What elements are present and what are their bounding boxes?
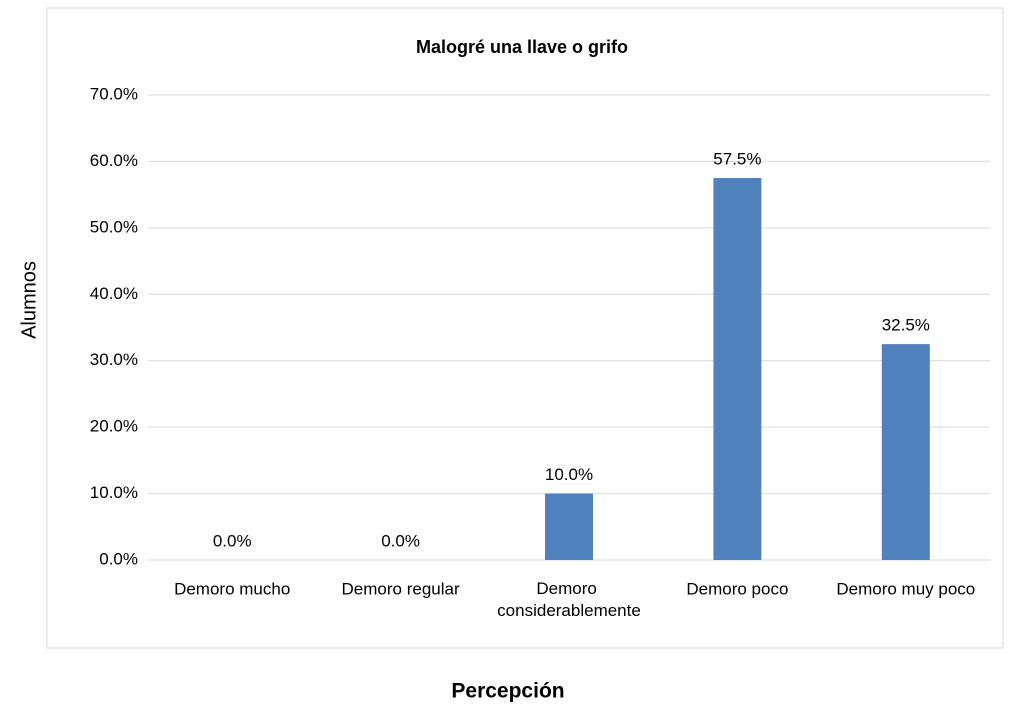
chart-frame xyxy=(46,7,1004,649)
x-tick-label: Demoro muy poco xyxy=(836,579,975,598)
y-tick-label: 50.0% xyxy=(90,217,138,236)
chart-title: Malogré una llave o grifo xyxy=(416,37,628,57)
x-tick-label: Demoro poco xyxy=(686,579,788,598)
y-tick-label: 10.0% xyxy=(90,483,138,502)
y-tick-label: 60.0% xyxy=(90,151,138,170)
bar xyxy=(713,178,762,561)
y-tick-label: 70.0% xyxy=(90,84,138,103)
y-tick-label: 40.0% xyxy=(90,284,138,303)
data-label: 0.0% xyxy=(213,531,252,550)
x-axis-label: Percepción xyxy=(451,680,564,703)
data-label: 32.5% xyxy=(882,316,930,335)
y-tick-label: 30.0% xyxy=(90,350,138,369)
x-tick-label: Demoro considerablemente xyxy=(497,579,641,620)
data-label: 10.0% xyxy=(545,465,593,484)
x-tick-label: Demoro mucho xyxy=(174,579,290,598)
data-label: 57.5% xyxy=(713,150,761,169)
y-axis-label: Alumnos xyxy=(18,261,40,339)
data-label: 0.0% xyxy=(381,531,420,550)
x-tick-label: Demoro regular xyxy=(342,579,460,598)
y-tick-label: 0.0% xyxy=(99,549,138,568)
y-tick-label: 20.0% xyxy=(90,417,138,436)
bar xyxy=(545,493,593,560)
bar xyxy=(881,344,930,560)
